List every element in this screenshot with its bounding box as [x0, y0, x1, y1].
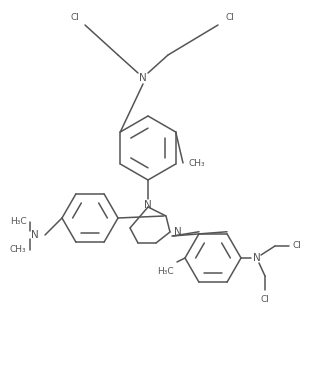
Text: N: N [31, 230, 39, 240]
Text: Cl: Cl [293, 241, 301, 251]
Text: N: N [144, 200, 152, 210]
Text: N: N [139, 73, 147, 83]
Text: Cl: Cl [226, 14, 234, 22]
Text: Cl: Cl [261, 295, 269, 305]
Text: Cl: Cl [71, 14, 79, 22]
Text: CH₃: CH₃ [10, 246, 26, 254]
Text: N: N [253, 253, 261, 263]
Text: N: N [174, 227, 182, 237]
Text: H₃C: H₃C [157, 268, 173, 276]
Text: H₃C: H₃C [10, 218, 26, 226]
Text: CH₃: CH₃ [189, 159, 205, 167]
